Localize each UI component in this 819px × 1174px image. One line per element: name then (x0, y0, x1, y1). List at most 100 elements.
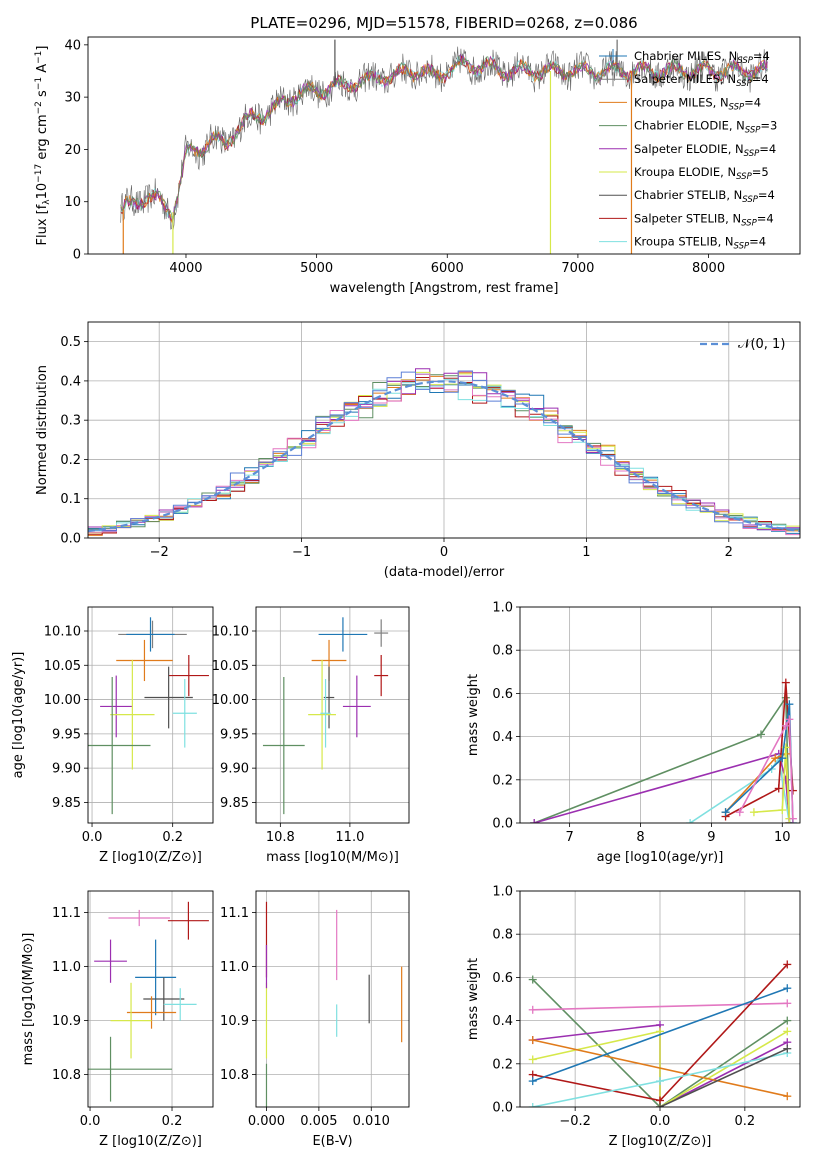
x-tick-label: −2 (150, 545, 169, 560)
axes-frame (87, 606, 214, 824)
y-tick-label: 0.2 (492, 773, 513, 788)
errorbar-point (318, 617, 368, 652)
errorbar-point (167, 901, 209, 940)
x-tick-label: 7000 (561, 261, 594, 276)
y-tick-label: 10 (64, 195, 81, 210)
y-tick-label: 30 (64, 91, 81, 106)
ebv-mass-panel: 0.000 0.005 0.010 10.8 10.9 11.0 11.1 E(B-V) (220, 890, 410, 1149)
axes-frame (255, 890, 410, 1108)
weight-marker (528, 975, 537, 984)
spectrum-panel: 4000 5000 6000 7000 8000 0 10 20 30 40 wavelength … (34, 36, 801, 296)
x-tick-label: 0.2 (162, 830, 183, 845)
x-tick-label: 6000 (431, 261, 464, 276)
weight-series-line (532, 987, 788, 1082)
weight-marker (783, 1027, 792, 1036)
x-tick-label: 8000 (692, 261, 725, 276)
Z-weight-plot-area (528, 960, 792, 1107)
y-axis-label: mass [log10(M/M⊙)] (21, 933, 36, 1066)
ylabel-sup: −1 (34, 51, 44, 64)
weight-series-line (532, 979, 788, 1107)
x-axis-label: age [log10(age/yr)] (597, 850, 724, 865)
legend-sub: SSP (744, 149, 760, 159)
y-tick-label: 0.2 (492, 1057, 513, 1072)
errorbar-point (88, 1036, 173, 1102)
residuals-panel: −2 −1 0 1 2 0.0 0.1 0.2 0.3 0.4 0.5 (data-model)/er… (35, 321, 801, 580)
legend-entry: Salpeter STELIB, NSSP=4 (634, 211, 774, 228)
ylabel-sub: λ (42, 199, 52, 205)
weight-series-line (753, 747, 791, 819)
legend-sub: SSP (734, 242, 750, 252)
y-tick-label: 9.90 (220, 762, 249, 777)
errorbar-point (126, 996, 177, 1029)
x-tick-label: 0.0 (650, 1114, 671, 1129)
legend-sub: SSP (745, 126, 761, 136)
weight-marker (749, 808, 758, 817)
weight-marker (778, 806, 787, 815)
errorbar-point (342, 675, 371, 738)
legend-label: Chabrier ELODIE, N (634, 119, 745, 133)
legend-sub: SSP (741, 218, 757, 228)
legend-entry: Chabrier STELIB, NSSP=4 (634, 188, 775, 205)
weight-marker (528, 1036, 537, 1045)
y-tick-label: 1.0 (492, 885, 513, 900)
y-tick-label: 20 (64, 143, 81, 158)
residual-histogram-step (88, 370, 800, 532)
weight-marker (781, 678, 790, 687)
x-tick-label: 2 (725, 545, 733, 560)
ylabel-sup: −2 (34, 101, 44, 114)
legend-suffix: =4 (753, 49, 770, 63)
axes-frame (87, 890, 214, 1108)
errorbar-point (143, 977, 185, 1021)
legend-suffix: =4 (744, 95, 761, 109)
weight-marker (774, 784, 783, 793)
weight-marker (735, 808, 744, 817)
axes-frame (87, 36, 801, 255)
Z-weight-panel: −0.2 0.0 0.2 0.0 0.2 0.4 0.6 0.8 1.0 Z [log10(Z/Z… (466, 885, 801, 1149)
weight-series-line (738, 716, 794, 819)
mass-age-plot-area (262, 617, 389, 815)
axes-frame (519, 890, 801, 1108)
weight-marker (721, 808, 730, 817)
legend-suffix: =4 (749, 235, 766, 249)
weight-series-line (659, 1047, 788, 1107)
errorbar-point (94, 939, 127, 983)
errorbar-point (320, 679, 331, 748)
y-tick-label: 0.4 (492, 730, 513, 745)
y-tick-label: 0.0 (492, 1101, 513, 1116)
weight-marker (656, 1077, 664, 1086)
y-tick-label: 0.4 (492, 1014, 513, 1029)
legend-suffix: =4 (758, 188, 775, 202)
y-tick-label: 0.0 (492, 817, 513, 832)
errorbar-point (100, 675, 133, 738)
ylabel-sup: −17 (34, 164, 44, 183)
legend-label: Salpeter MILES, N (634, 72, 736, 86)
errorbar-point (110, 659, 155, 770)
y-tick-label: 0.2 (60, 453, 81, 468)
normal-distribution-curve (88, 380, 800, 533)
legend-sub: SSP (729, 102, 745, 112)
x-axis-label: Z [log10(Z/Z⊙)] (99, 850, 202, 865)
y-tick-label: 1.0 (492, 601, 513, 616)
legend-suffix: =5 (752, 165, 769, 179)
errorbar-point (88, 676, 151, 815)
y-tick-label: 9.90 (52, 762, 81, 777)
y-tick-label: 9.95 (52, 727, 81, 742)
x-tick-label: 0.000 (248, 1114, 285, 1129)
y-tick-label: 10.10 (44, 625, 81, 640)
weight-series-line (533, 695, 791, 823)
y-axis-label: Normed distribution (35, 365, 50, 495)
legend-entry: 𝒩(0, 1) (738, 337, 785, 352)
y-tick-label: 9.85 (220, 796, 249, 811)
figure-title: PLATE=0296, MJD=51578, FIBERID=0268, z=0… (250, 14, 637, 32)
x-tick-label: −1 (292, 545, 311, 560)
x-tick-label: 4000 (169, 261, 202, 276)
x-axis-label: (data-model)/error (384, 565, 505, 580)
weight-series-line (532, 1030, 788, 1107)
x-tick-label: 11.0 (335, 830, 364, 845)
ylabel-part: s (35, 90, 50, 101)
weight-marker (783, 1016, 792, 1025)
Z-mass-panel: 0.0 0.2 10.8 10.9 11.0 11.1 Z [log10(Z/Z⊙)] mas… (21, 890, 214, 1149)
weight-marker (785, 700, 794, 709)
ylabel-part: Flux [f (35, 204, 50, 245)
